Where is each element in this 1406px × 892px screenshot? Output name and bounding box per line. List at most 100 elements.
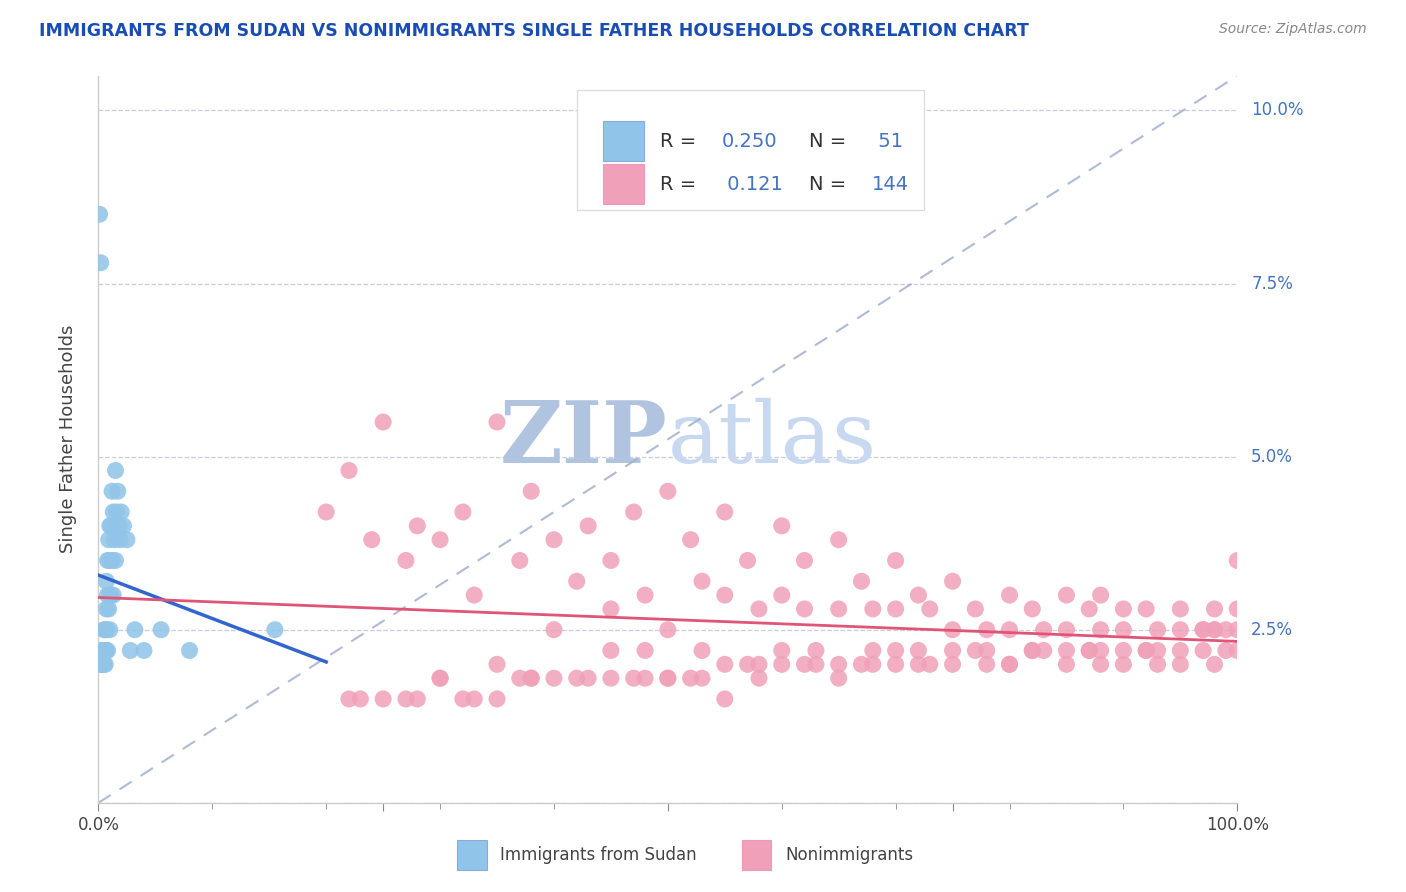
Point bbox=[132, 643, 155, 657]
Point bbox=[851, 574, 873, 589]
Point bbox=[1090, 657, 1112, 672]
Point bbox=[1054, 588, 1078, 602]
Point bbox=[690, 643, 713, 657]
Point bbox=[623, 671, 645, 685]
Point bbox=[337, 692, 360, 706]
Point bbox=[1204, 657, 1226, 672]
Point bbox=[1054, 623, 1078, 637]
Point bbox=[103, 505, 125, 519]
Point bbox=[1192, 643, 1215, 657]
Point bbox=[976, 643, 998, 657]
Point bbox=[600, 643, 623, 657]
Text: 144: 144 bbox=[872, 175, 908, 194]
Point bbox=[1170, 623, 1192, 637]
Point bbox=[406, 519, 429, 533]
Point bbox=[1135, 643, 1157, 657]
Point bbox=[509, 553, 531, 567]
Point bbox=[737, 657, 759, 672]
Point bbox=[96, 588, 118, 602]
Point bbox=[965, 602, 987, 616]
Point bbox=[96, 574, 118, 589]
Point bbox=[976, 623, 998, 637]
Point bbox=[828, 657, 851, 672]
Point bbox=[851, 657, 873, 672]
Text: 51: 51 bbox=[872, 132, 903, 151]
Point bbox=[91, 643, 114, 657]
Point bbox=[576, 519, 599, 533]
Point bbox=[429, 533, 451, 547]
Point bbox=[93, 657, 115, 672]
Point bbox=[770, 657, 793, 672]
Text: 0.121: 0.121 bbox=[721, 175, 783, 194]
Point bbox=[1226, 643, 1249, 657]
Point bbox=[600, 602, 623, 616]
Point bbox=[90, 256, 112, 270]
Point bbox=[1204, 623, 1226, 637]
Text: R =: R = bbox=[659, 132, 703, 151]
Point bbox=[565, 671, 588, 685]
Text: N =: N = bbox=[808, 175, 852, 194]
Bar bbox=[457, 840, 486, 871]
Point bbox=[463, 692, 485, 706]
Point bbox=[337, 463, 360, 477]
Point bbox=[179, 643, 201, 657]
Bar bbox=[742, 840, 772, 871]
Point bbox=[96, 553, 118, 567]
Point bbox=[1054, 657, 1078, 672]
Point bbox=[315, 505, 337, 519]
Point bbox=[907, 643, 929, 657]
Text: ZIP: ZIP bbox=[501, 397, 668, 482]
Point bbox=[90, 657, 112, 672]
Point bbox=[657, 484, 679, 499]
Point bbox=[94, 657, 117, 672]
Point bbox=[690, 671, 713, 685]
Point bbox=[395, 553, 418, 567]
Point bbox=[998, 623, 1021, 637]
Point bbox=[110, 505, 132, 519]
Point bbox=[657, 671, 679, 685]
Text: IMMIGRANTS FROM SUDAN VS NONIMMIGRANTS SINGLE FATHER HOUSEHOLDS CORRELATION CHAR: IMMIGRANTS FROM SUDAN VS NONIMMIGRANTS S… bbox=[39, 22, 1029, 40]
Point bbox=[1215, 623, 1237, 637]
FancyBboxPatch shape bbox=[576, 90, 924, 211]
Point bbox=[565, 574, 588, 589]
Point bbox=[862, 643, 884, 657]
Point bbox=[105, 505, 128, 519]
Point bbox=[998, 657, 1021, 672]
Point bbox=[998, 588, 1021, 602]
Text: N =: N = bbox=[808, 132, 852, 151]
Point bbox=[804, 657, 827, 672]
Point bbox=[1226, 602, 1249, 616]
Point bbox=[1021, 643, 1043, 657]
Point bbox=[1078, 602, 1101, 616]
Point bbox=[998, 657, 1021, 672]
Point bbox=[98, 623, 121, 637]
Point bbox=[1226, 553, 1249, 567]
Text: 0.250: 0.250 bbox=[721, 132, 778, 151]
Point bbox=[679, 533, 702, 547]
Point bbox=[748, 671, 770, 685]
Point bbox=[98, 553, 121, 567]
Point bbox=[98, 519, 121, 533]
Point bbox=[94, 623, 117, 637]
Point bbox=[714, 505, 737, 519]
Point bbox=[1021, 643, 1043, 657]
Point bbox=[600, 553, 623, 567]
Text: atlas: atlas bbox=[668, 398, 877, 481]
Point bbox=[101, 553, 124, 567]
Point bbox=[714, 588, 737, 602]
Point bbox=[918, 602, 941, 616]
Point bbox=[634, 643, 657, 657]
Point bbox=[98, 588, 121, 602]
Point bbox=[965, 643, 987, 657]
Point bbox=[690, 574, 713, 589]
Point bbox=[907, 588, 929, 602]
Point bbox=[1032, 643, 1054, 657]
Point bbox=[96, 643, 118, 657]
Point bbox=[429, 671, 451, 685]
Point bbox=[884, 643, 907, 657]
Point bbox=[1204, 623, 1226, 637]
Point bbox=[90, 657, 112, 672]
Point bbox=[1078, 643, 1101, 657]
Point bbox=[1112, 643, 1135, 657]
Point bbox=[543, 623, 565, 637]
